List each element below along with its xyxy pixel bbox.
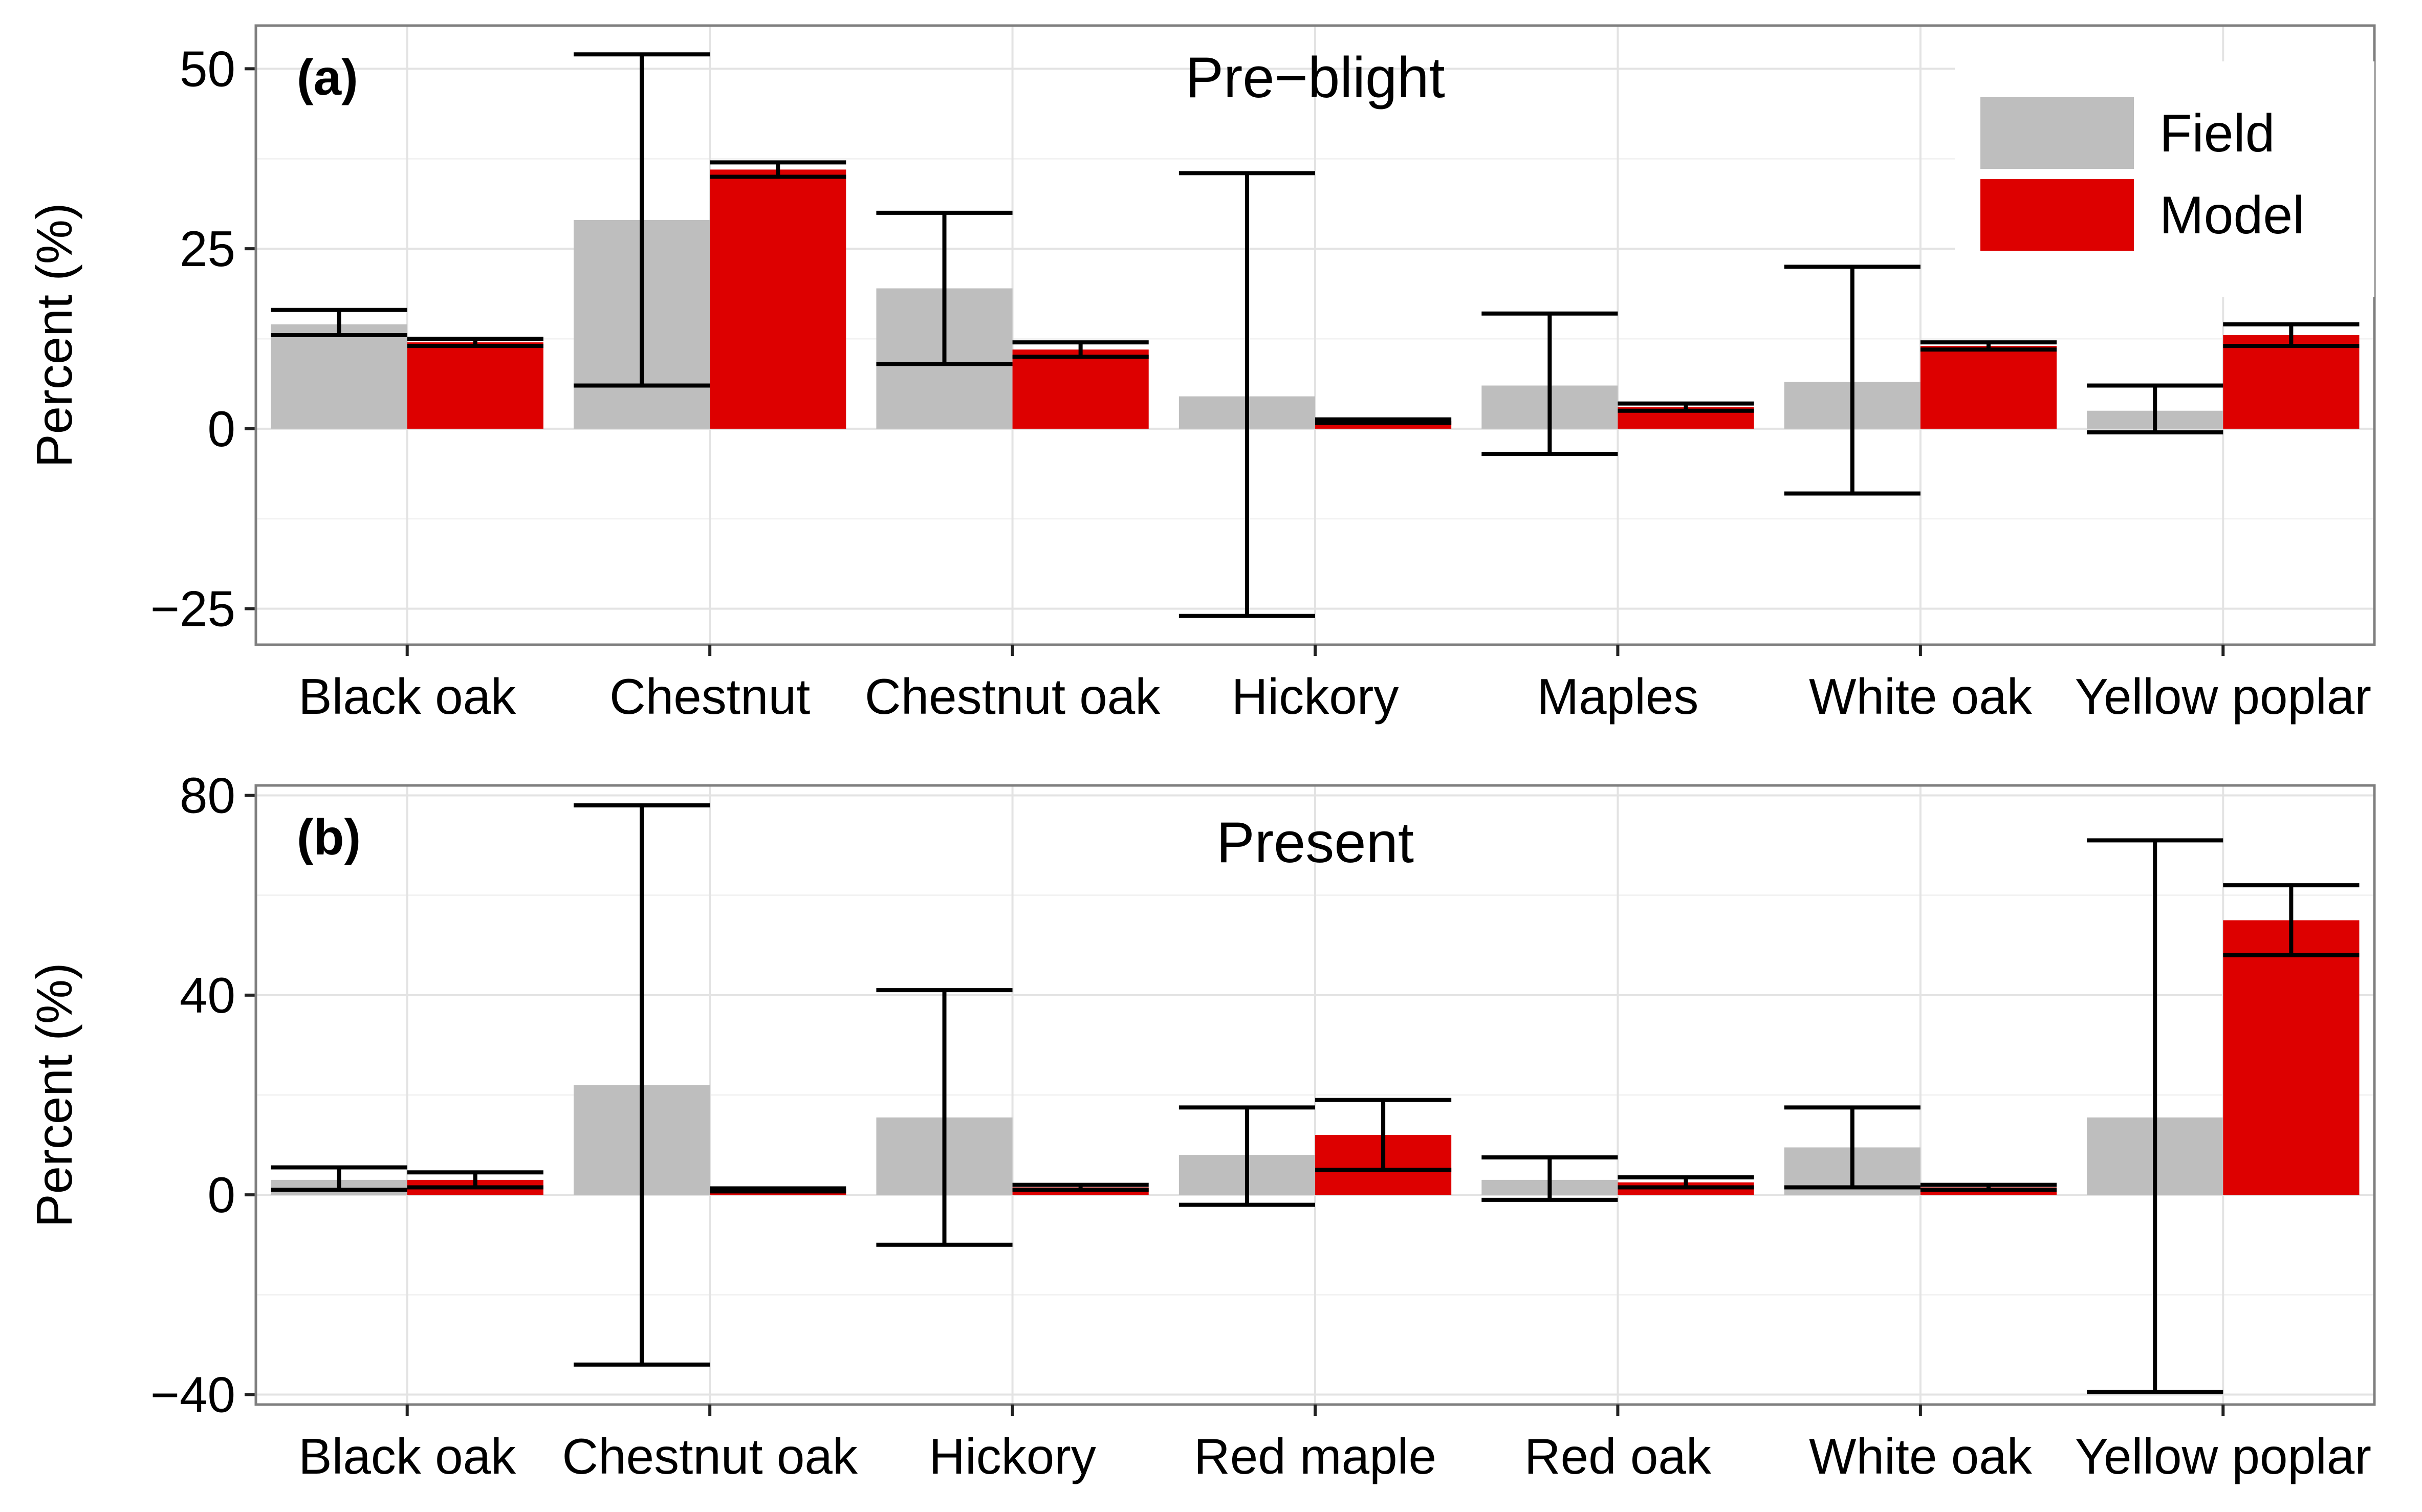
error-bar-field	[574, 803, 710, 1367]
y-tick-label: 50	[180, 40, 235, 97]
error-bar-field	[1481, 311, 1618, 456]
x-tick-label: Yellow poplar	[2075, 668, 2371, 725]
x-tick-label: Black oak	[298, 668, 516, 725]
panel-title: Present	[1216, 810, 1414, 874]
error-bar-field	[1179, 171, 1315, 618]
legend-label-field: Field	[2159, 104, 2275, 163]
bar-model-yellow-poplar	[2223, 335, 2360, 429]
y-axis-title: Percent (%)	[26, 962, 82, 1227]
bar-model-chestnut	[710, 169, 846, 429]
x-tick-label: Chestnut	[609, 668, 810, 725]
error-bar-field	[1784, 265, 1921, 496]
error-bar-model	[710, 1186, 846, 1194]
error-bar-model	[2223, 883, 2360, 957]
error-bar-field	[574, 52, 710, 388]
x-tick-label: Black oak	[298, 1428, 516, 1484]
x-tick-label: White oak	[1809, 1428, 2033, 1484]
y-tick-label: 25	[180, 221, 235, 277]
error-bar-model	[1012, 340, 1149, 359]
x-tick-label: White oak	[1809, 668, 2033, 725]
error-bar-model	[710, 160, 846, 179]
error-bar-field	[2087, 838, 2223, 1394]
bar-model-chestnut-oak	[1012, 349, 1149, 429]
legend: Field Model	[1955, 61, 2374, 297]
error-bar-field	[1784, 1105, 1921, 1190]
x-tick-label: Chestnut oak	[562, 1428, 858, 1484]
error-bar-model	[2223, 322, 2360, 348]
panel-label: (a)	[297, 49, 358, 105]
x-tick-label: Chestnut oak	[865, 668, 1161, 725]
panel-pre-blight: Percent (%) 50 25 0 −25 Black oak Chestnut Che…	[26, 24, 2376, 725]
x-tick-label: Red oak	[1524, 1428, 1712, 1484]
legend-label-model: Model	[2159, 186, 2304, 245]
error-bar-field	[876, 988, 1013, 1247]
error-bar-model	[407, 337, 543, 348]
y-tick-label: 0	[207, 401, 235, 457]
error-bar-model	[1315, 1098, 1452, 1172]
error-bar-field	[876, 210, 1013, 366]
x-tick-label: Maples	[1537, 668, 1698, 725]
x-tick-label: Hickory	[929, 1428, 1096, 1484]
error-bar-field	[271, 308, 407, 337]
bar-model-black-oak	[407, 342, 543, 429]
panel-present: Percent (%) 80 40 0 −40 Black oak Chestnut oa…	[26, 768, 2376, 1484]
panel-title: Pre−blight	[1185, 46, 1445, 109]
y-tick-label: 0	[207, 1167, 235, 1223]
error-bar-field	[271, 1165, 407, 1192]
legend-swatch-model	[1980, 179, 2134, 251]
y-axis-title: Percent (%)	[26, 203, 82, 467]
error-bar-field	[1481, 1155, 1618, 1202]
x-tick-label: Red maple	[1194, 1428, 1436, 1484]
x-tick-label: Hickory	[1232, 668, 1399, 725]
error-bar-model	[1920, 340, 2057, 352]
bar-model-yellow-poplar	[2223, 920, 2360, 1195]
y-tick-label: 80	[180, 768, 235, 824]
legend-swatch-field	[1980, 97, 2134, 169]
y-tick-label: −25	[150, 581, 235, 637]
error-bar-model	[1315, 417, 1452, 425]
y-tick-label: 40	[180, 967, 235, 1023]
bar-field-black-oak	[271, 324, 407, 429]
x-tick-label: Yellow poplar	[2075, 1428, 2371, 1484]
panel-label: (b)	[297, 809, 361, 865]
error-bar-field	[1179, 1105, 1315, 1207]
y-tick-label: −40	[150, 1366, 235, 1422]
error-bar-model	[1012, 1182, 1149, 1192]
error-bar-model	[1618, 401, 1754, 413]
error-bar-field	[2087, 383, 2223, 434]
error-bar-model	[407, 1170, 543, 1190]
error-bar-model	[1618, 1175, 1754, 1190]
error-bar-model	[1920, 1182, 2057, 1192]
bar-model-white-oak	[1920, 346, 2057, 429]
